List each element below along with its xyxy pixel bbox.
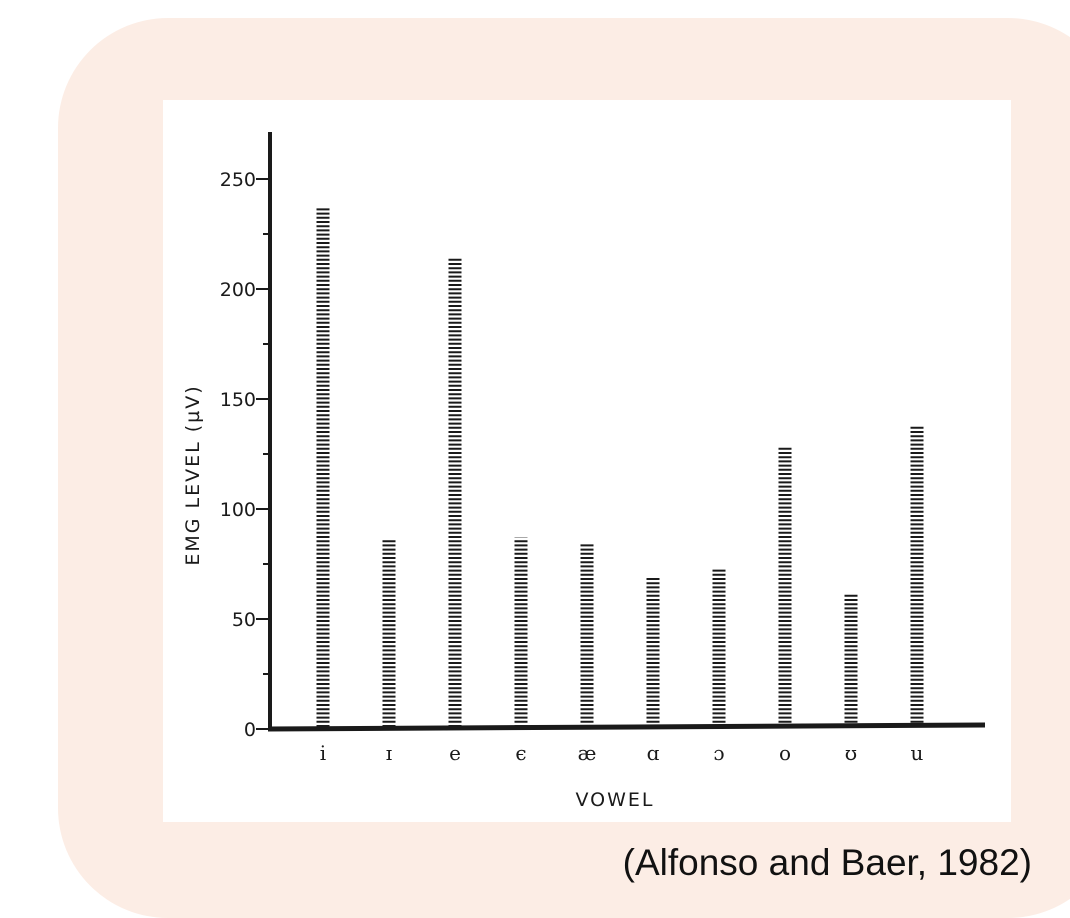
x-category-label: o [779,741,791,765]
x-category-label: ɪ [386,741,392,765]
y-tick-label: 100 [220,499,256,521]
emg-bar-chart: 0 50 100 150 200 250 i ɪ e ϵ æ ɑ ɔ o ʊ u VOWEL EMG LEV… [182,132,986,811]
x-axis-line [267,722,986,732]
x-category-label: i [320,741,326,765]
bars [316,207,924,727]
chart-figure: 0 50 100 150 200 250 i ɪ e ϵ æ ɑ ɔ o ʊ u VOWEL EMG LEV… [163,100,1011,822]
x-category-label: e [449,741,461,765]
x-axis-title: VOWEL [576,789,655,811]
y-tick-label: 250 [220,169,256,191]
citation-text: (Alfonso and Baer, 1982) [622,842,1032,883]
x-category-label: ʊ [845,741,857,765]
y-tick-label: 0 [244,719,256,741]
y-tick-label: 50 [232,609,256,631]
y-tick-label: 150 [220,389,256,411]
axes [256,132,986,732]
x-category-label: u [911,741,924,765]
x-category-label: ϵ [515,741,526,765]
y-tick-labels: 0 50 100 150 200 250 [220,169,256,741]
y-axis-title: EMG LEVEL (µV) [182,384,204,565]
y-tick-label: 200 [220,279,256,301]
x-category-label: ɔ [713,741,724,765]
x-category-label: ɑ [647,741,660,765]
x-category-label: æ [578,741,597,765]
